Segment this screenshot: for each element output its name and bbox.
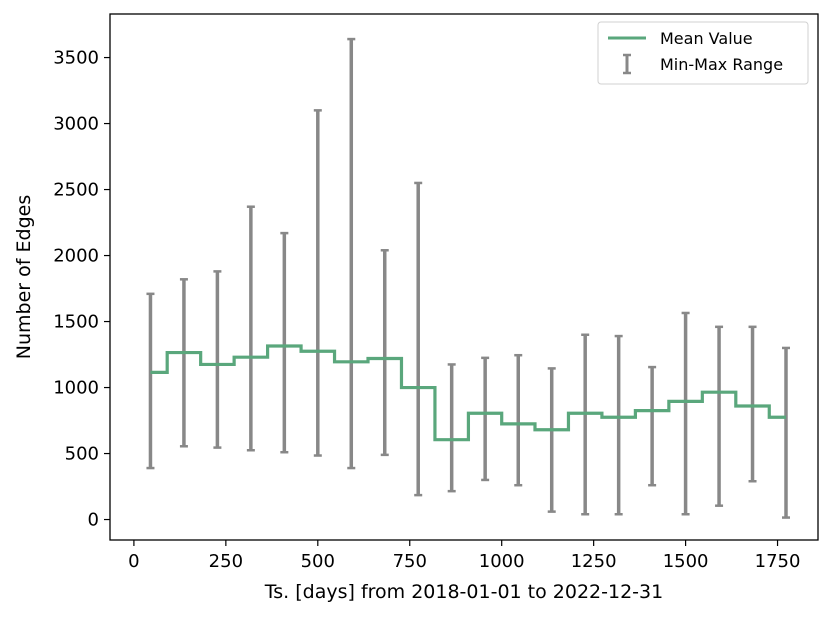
error-bar (681, 311, 690, 516)
error-bar (547, 367, 556, 513)
y-tick-label: 2000 (53, 246, 99, 267)
x-tick-label: 1500 (663, 551, 709, 572)
x-axis: 0 250 500 750 1000 1250 1500 1750 (128, 540, 800, 572)
x-tick-label: 750 (393, 551, 427, 572)
error-bar (146, 292, 155, 470)
error-bar (347, 37, 356, 470)
legend-range-swatch (623, 53, 631, 75)
mean-step-line (150, 344, 787, 442)
legend-range-label: Min-Max Range (660, 55, 783, 74)
error-bar (782, 346, 791, 519)
error-bar (246, 205, 255, 452)
plot-frame (109, 13, 819, 541)
error-bar (481, 356, 490, 482)
plot-area (146, 37, 791, 519)
error-bar (447, 363, 456, 493)
y-tick-label: 3500 (53, 48, 99, 69)
y-axis-label: Number of Edges (13, 195, 35, 359)
y-tick-label: 1000 (53, 378, 99, 399)
error-bar (514, 353, 523, 487)
error-bar (380, 249, 389, 457)
legend: Mean Value Min-Max Range (597, 21, 809, 85)
error-bar (414, 181, 423, 497)
x-tick-label: 1000 (479, 551, 525, 572)
x-tick-label: 250 (209, 551, 243, 572)
error-bar (715, 325, 724, 507)
x-axis-label: Ts. [days] from 2018-01-01 to 2022-12-31 (264, 581, 663, 603)
error-bar (213, 270, 222, 449)
legend-box (597, 21, 809, 85)
y-tick-label: 500 (65, 444, 99, 465)
y-axis: 0 500 1000 1500 2000 2500 3000 3500 (53, 48, 110, 531)
error-bar (748, 325, 757, 483)
error-bar (614, 334, 623, 516)
y-tick-label: 3000 (53, 114, 99, 135)
error-bar (179, 278, 188, 448)
x-tick-label: 1250 (571, 551, 617, 572)
y-tick-label: 2500 (53, 180, 99, 201)
y-tick-label: 0 (88, 510, 99, 531)
legend-mean-label: Mean Value (660, 29, 753, 48)
y-tick-label: 1500 (53, 312, 99, 333)
error-bar (581, 333, 590, 516)
x-tick-label: 1750 (755, 551, 801, 572)
error-bar (313, 109, 322, 457)
error-bar (280, 231, 289, 454)
error-bar (648, 365, 657, 487)
x-tick-label: 0 (128, 551, 139, 572)
x-tick-label: 500 (301, 551, 335, 572)
